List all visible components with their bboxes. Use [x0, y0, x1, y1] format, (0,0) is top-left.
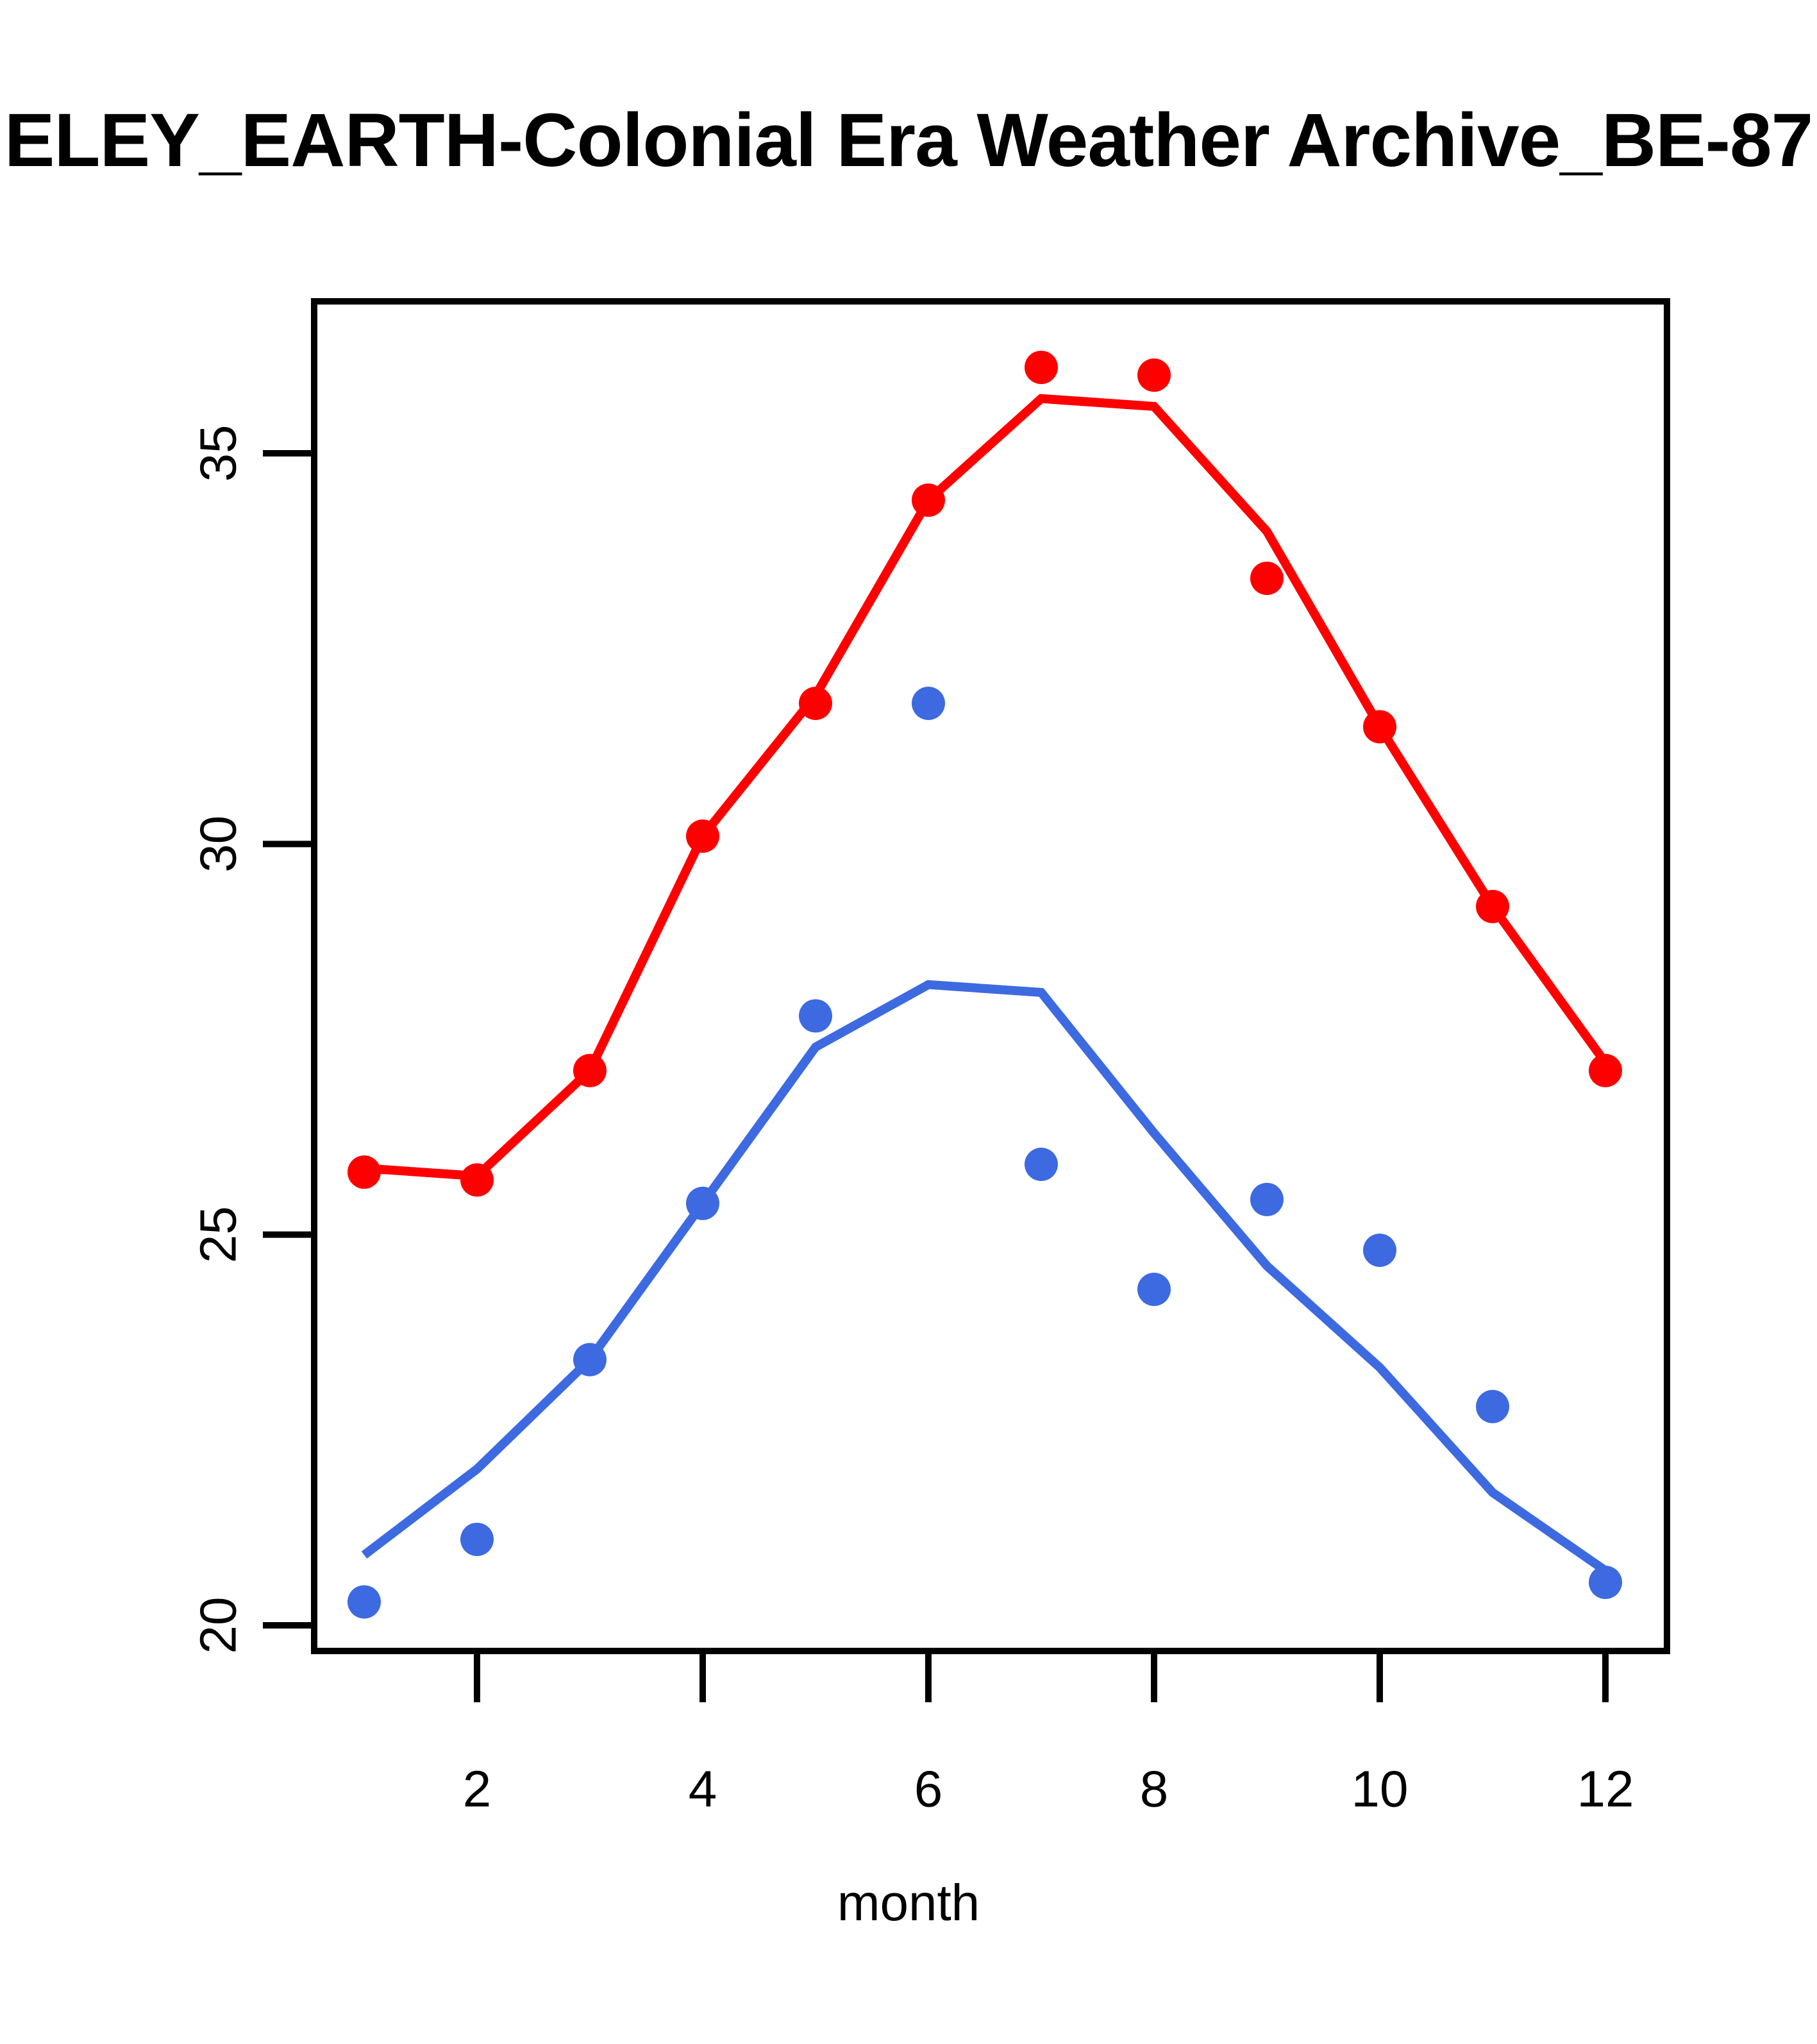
x-axis-tick-labels: 2 4 6 8 10 12 [463, 1761, 1634, 1818]
y-axis-ticks [263, 450, 314, 1629]
data-point [1250, 561, 1284, 595]
data-point [460, 1163, 494, 1197]
x-tick-label: 6 [914, 1761, 943, 1818]
data-point [686, 819, 719, 853]
data-point [1476, 889, 1509, 923]
y-tick-label: 30 [190, 816, 247, 873]
data-point [460, 1522, 494, 1556]
data-point [912, 686, 945, 720]
y-tick-label: 20 [190, 1597, 247, 1654]
data-point [1250, 1182, 1284, 1216]
plot-frame [311, 298, 1670, 1654]
y-axis-tick-labels: 20 25 30 35 [190, 425, 247, 1654]
series-points [347, 350, 1622, 1619]
data-point [573, 1343, 607, 1377]
data-point [1025, 350, 1058, 384]
data-point [799, 999, 832, 1033]
x-axis-ticks [474, 1651, 1609, 1702]
series-line-red-line [364, 394, 1609, 1181]
data-point [1363, 1234, 1396, 1268]
data-point [1137, 358, 1171, 392]
data-point [1476, 1389, 1509, 1423]
x-axis-label: month [837, 1874, 980, 1931]
data-point [347, 1155, 381, 1189]
data-point [912, 483, 945, 517]
data-point [1137, 1272, 1171, 1306]
chart-title: ELEY_EARTH-Colonial Era Weather Archive_… [4, 98, 1814, 183]
series-line-blue-line [361, 980, 1608, 1575]
data-point [799, 686, 832, 720]
data-point [1025, 1147, 1058, 1181]
data-point [347, 1585, 381, 1619]
data-point [1589, 1053, 1622, 1087]
data-point [1589, 1565, 1622, 1599]
data-point [573, 1053, 607, 1087]
x-tick-label: 12 [1577, 1761, 1634, 1818]
x-tick-label: 2 [463, 1761, 492, 1818]
data-point [686, 1186, 719, 1220]
y-tick-label: 35 [190, 425, 247, 482]
data-point [1363, 710, 1396, 744]
x-tick-label: 10 [1352, 1761, 1409, 1818]
x-tick-label: 4 [689, 1761, 717, 1818]
x-tick-label: 8 [1140, 1761, 1169, 1818]
series-lines [361, 394, 1609, 1575]
y-tick-label: 25 [190, 1206, 247, 1263]
